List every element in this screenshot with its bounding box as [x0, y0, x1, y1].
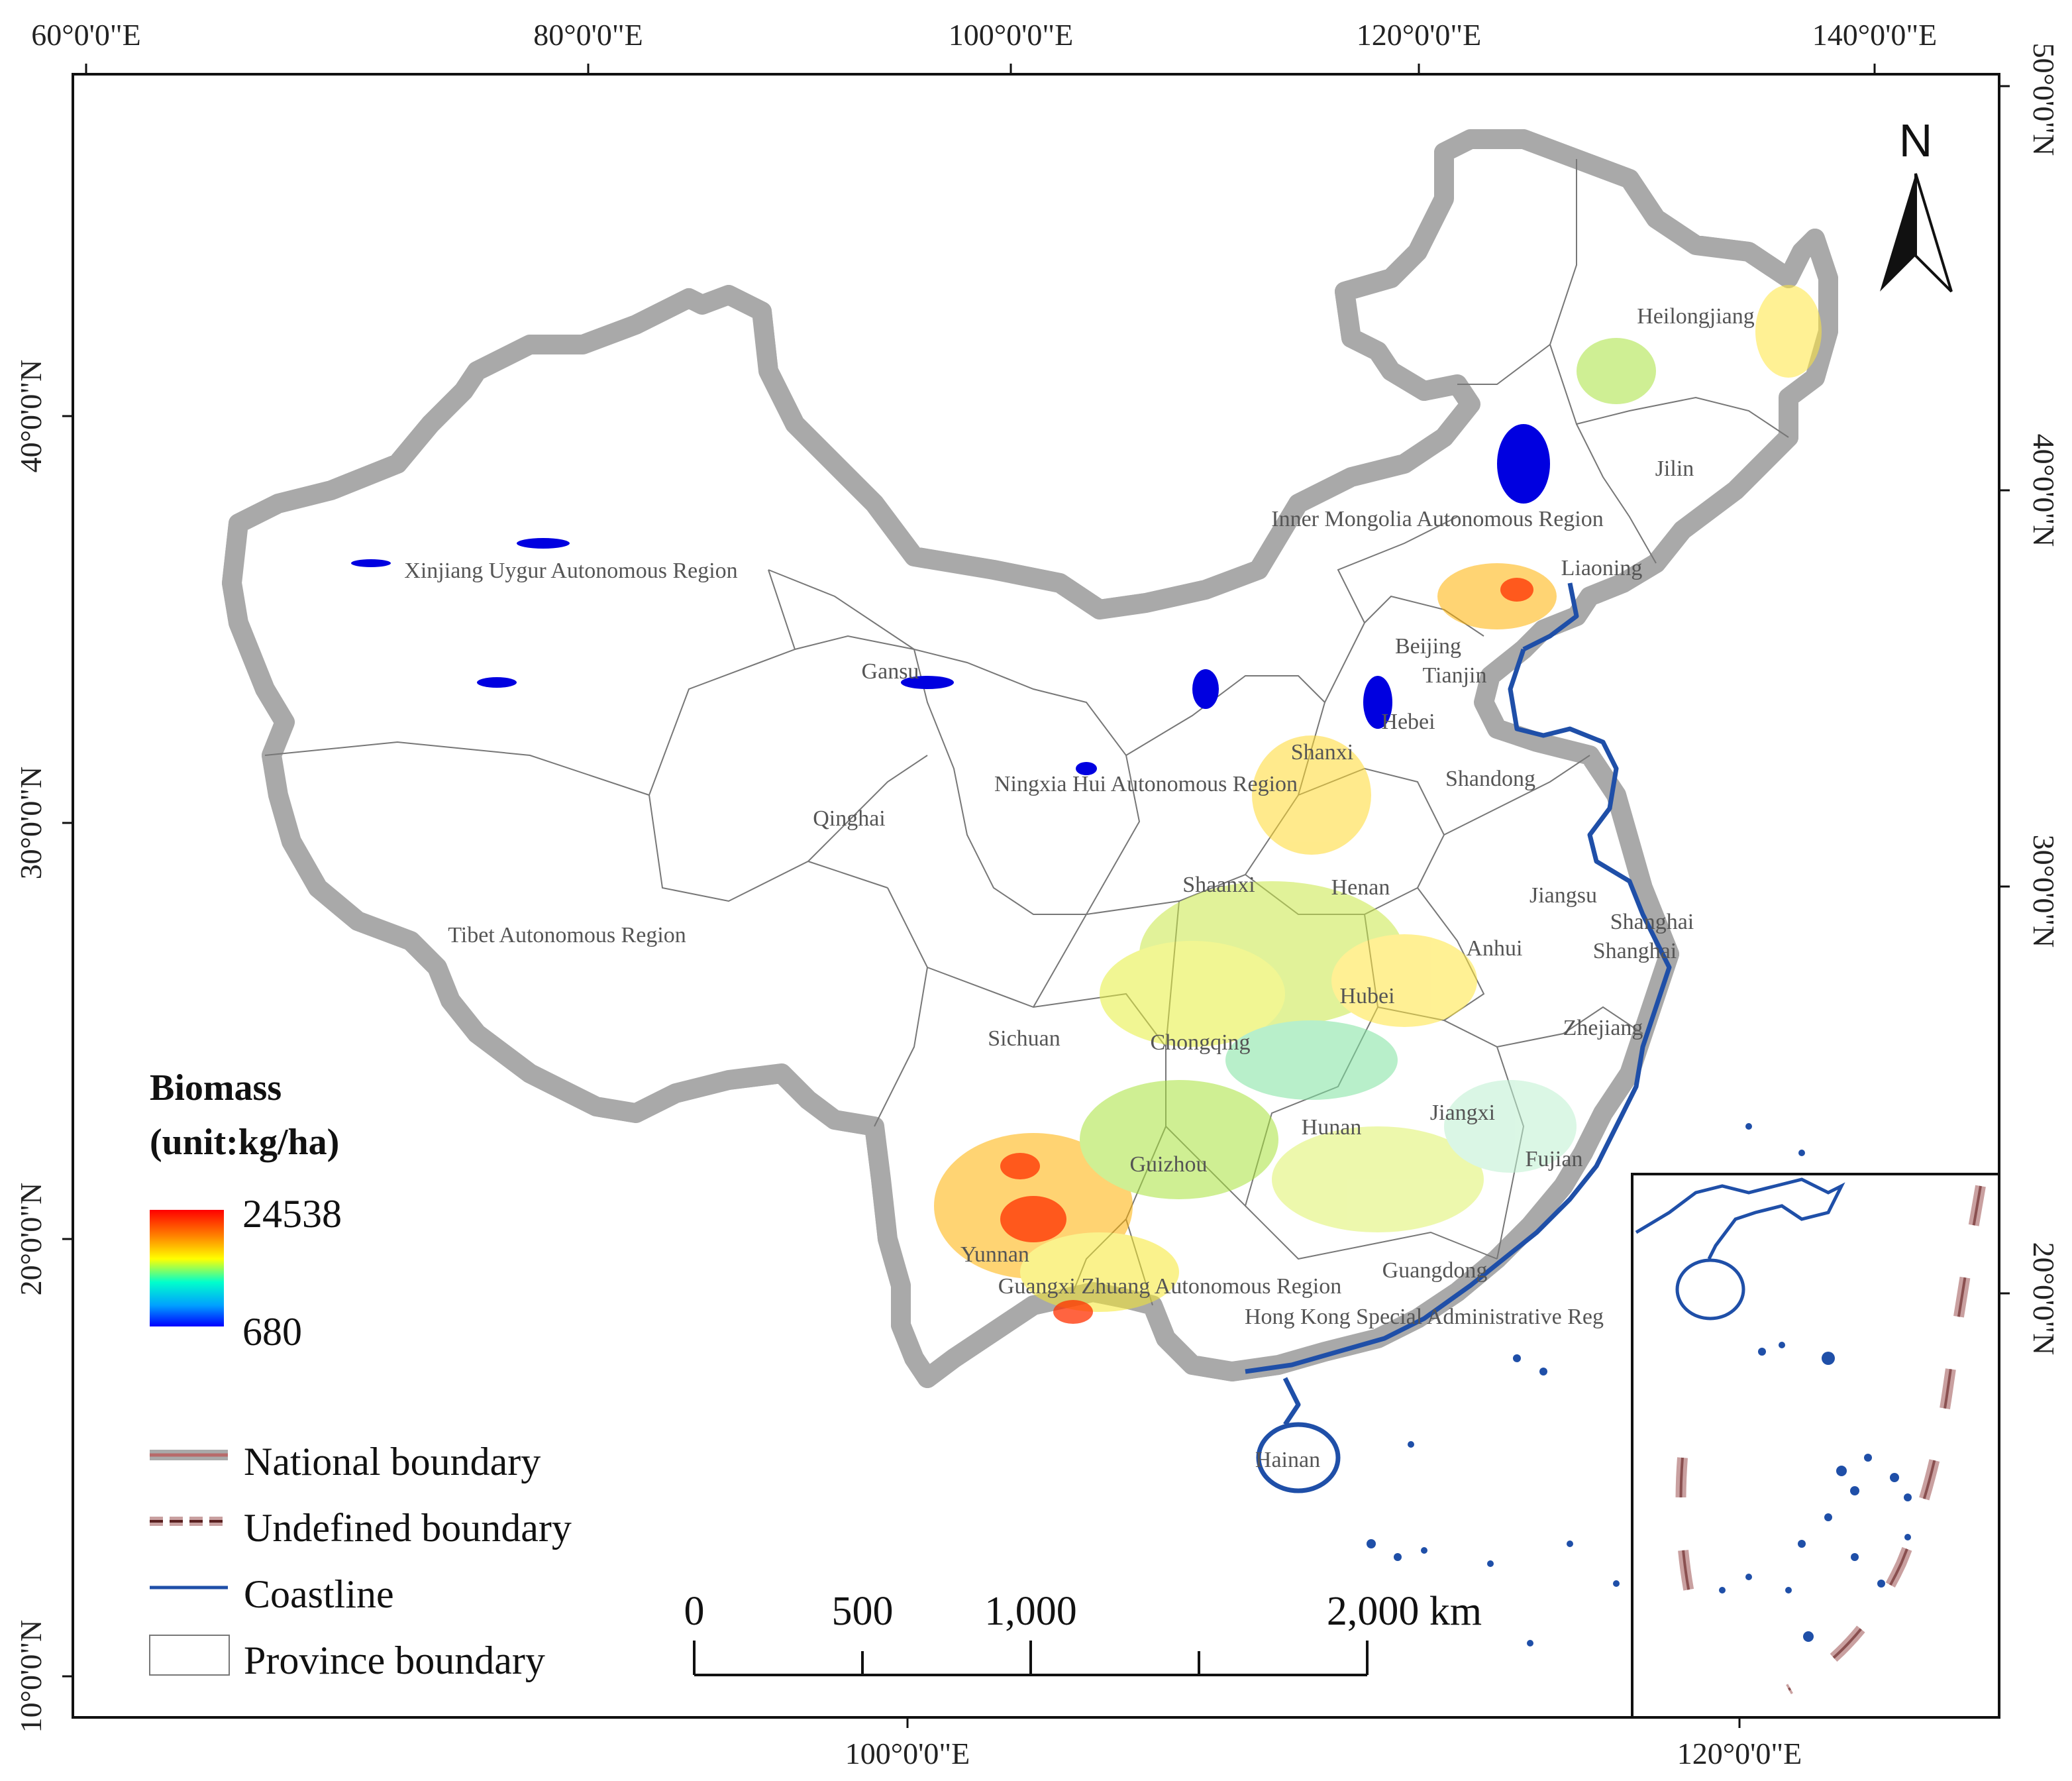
graticule-ticks — [62, 64, 2010, 1728]
bottom-label-100e: 100°0'0"E — [845, 1737, 970, 1770]
left-label-20n: 20°0'0"N — [14, 1183, 48, 1296]
map-frame — [72, 73, 2000, 1719]
biomass-raster-low — [351, 424, 1550, 775]
province-label: Inner Mongolia Autonomous Region — [1271, 507, 1603, 531]
province-label: Shandong — [1445, 767, 1535, 791]
legend-title-unit: (unit:kg/ha) — [150, 1122, 339, 1163]
coastline — [1245, 582, 1672, 1493]
province-label: Hong Kong Special Administrative Reg — [1245, 1305, 1604, 1329]
legend-min-value: 680 — [242, 1310, 302, 1354]
province-label: Jiangsu — [1529, 883, 1597, 908]
legend-national-boundary: National boundary — [244, 1440, 541, 1484]
north-arrow: N — [1880, 115, 1953, 293]
province-label: Guizhou — [1129, 1152, 1207, 1177]
province-label: Anhui — [1467, 936, 1523, 961]
legend-title: Biomass — [150, 1067, 282, 1108]
inset-hainan — [1675, 1258, 1745, 1321]
top-label-100e: 100°0'0"E — [949, 18, 1074, 52]
province-boundary-symbol — [149, 1635, 230, 1676]
province-label: Zhejiang — [1563, 1016, 1643, 1040]
province-labels: Heilongjiang Jilin Inner Mongolia Autono… — [404, 304, 1754, 1472]
province-label: Jilin — [1655, 457, 1694, 481]
north-arrow-icon-outline — [1914, 173, 1953, 293]
scale-label-2000: 2,000 km — [1327, 1589, 1482, 1634]
province-label: Hainan — [1255, 1448, 1320, 1472]
scale-label-1000: 1,000 — [984, 1589, 1077, 1634]
province-label: Guangdong — [1382, 1258, 1488, 1283]
north-label: N — [1899, 115, 1933, 166]
province-label: Shanghai — [1593, 939, 1677, 963]
legend: Biomass (unit:kg/ha) 24538 680 National … — [149, 1067, 572, 1682]
province-label: Sichuan — [988, 1026, 1061, 1051]
right-label-30n: 30°0'0"N — [2027, 835, 2061, 948]
legend-max-value: 24538 — [242, 1192, 342, 1236]
biomass-raster — [934, 285, 1822, 1312]
province-label: Shanxi — [1291, 740, 1353, 765]
province-label: Shaanxi — [1182, 873, 1255, 897]
province-label: Hunan — [1302, 1115, 1362, 1140]
bottom-label-120e: 120°0'0"E — [1677, 1737, 1802, 1770]
left-label-40n: 40°0'0"N — [14, 360, 48, 473]
province-label: Heilongjiang — [1637, 304, 1755, 329]
legend-undefined-boundary: Undefined boundary — [244, 1506, 572, 1550]
inset-islands — [1719, 1342, 1912, 1642]
province-label: Tianjin — [1422, 663, 1486, 688]
right-label-20n: 20°0'0"N — [2027, 1242, 2061, 1356]
legend-province-boundary: Province boundary — [244, 1639, 545, 1682]
province-label: Beijing — [1395, 634, 1461, 659]
left-label-30n: 30°0'0"N — [14, 767, 48, 880]
province-label: Liaoning — [1561, 556, 1643, 580]
color-ramp — [150, 1210, 224, 1326]
province-label: Yunnan — [960, 1242, 1029, 1267]
biomass-raster-high — [1000, 578, 1533, 1324]
legend-coastline: Coastline — [244, 1572, 394, 1616]
scale-label-0: 0 — [684, 1589, 705, 1634]
province-label: Chongqing — [1150, 1030, 1250, 1055]
province-label: Shanghai — [1610, 910, 1694, 934]
north-arrow-icon — [1880, 174, 1916, 292]
inset-frame — [1631, 1173, 2000, 1719]
inset-undefined-boundary-core — [1679, 1185, 1982, 1691]
province-label: Hebei — [1381, 710, 1435, 734]
inset-map: 120°0'0"E — [1631, 1173, 2000, 1719]
province-label: Guangxi Zhuang Autonomous Region — [998, 1274, 1341, 1299]
province-label: Ningxia Hui Autonomous Region — [994, 772, 1298, 796]
province-label: Fujian — [1526, 1147, 1583, 1171]
top-label-60e: 60°0'0"E — [31, 18, 141, 52]
top-label-80e: 80°0'0"E — [533, 18, 643, 52]
left-label-10n: 10°0'0"N — [14, 1620, 48, 1733]
scale-bar: 0 500 1,000 2,000 km — [684, 1589, 1482, 1676]
province-label: Tibet Autonomous Region — [448, 923, 686, 947]
top-label-140e: 140°0'0"E — [1812, 18, 1938, 52]
right-label-50n: 50°0'0"N — [2027, 43, 2061, 156]
islands — [1367, 1123, 1805, 1646]
scale-label-500: 500 — [832, 1589, 894, 1634]
province-label: Gansu — [862, 659, 919, 684]
top-label-120e: 120°0'0"E — [1357, 18, 1482, 52]
province-label: Hubei — [1339, 984, 1394, 1008]
province-label: Henan — [1331, 875, 1390, 900]
inset-coastline — [1635, 1177, 1845, 1260]
province-label: Qinghai — [813, 806, 886, 831]
right-label-40n: 40°0'0"N — [2027, 434, 2061, 547]
province-label: Jiangxi — [1430, 1101, 1495, 1125]
province-label: Xinjiang Uygur Autonomous Region — [404, 559, 737, 583]
